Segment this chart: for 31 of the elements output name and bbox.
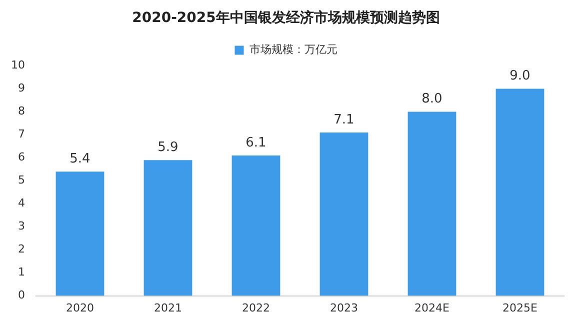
- y-tick-label: 6: [18, 150, 25, 164]
- data-label: 8.0: [422, 92, 442, 107]
- legend-label: 市场规模：万亿元: [249, 43, 338, 56]
- x-tick-label: 2024E: [414, 301, 450, 314]
- bar: [56, 172, 104, 296]
- data-label: 6.1: [246, 135, 266, 150]
- x-tick-label: 2025E: [502, 301, 538, 314]
- bar: [320, 132, 368, 296]
- y-tick-label: 8: [18, 104, 25, 118]
- y-tick-label: 1: [18, 266, 25, 279]
- y-tick-label: 5: [18, 174, 25, 187]
- data-label: 9.0: [510, 68, 530, 84]
- y-tick-label: 4: [18, 196, 25, 210]
- y-tick-label: 7: [18, 128, 25, 141]
- data-label: 5.9: [158, 140, 178, 155]
- x-tick-label: 2020: [66, 301, 94, 314]
- x-tick-label: 2022: [242, 301, 270, 314]
- y-tick-label: 2: [18, 242, 25, 256]
- y-tick-label: 3: [18, 220, 25, 233]
- bar: [144, 160, 192, 296]
- y-tick-label: 0: [18, 288, 25, 302]
- bar: [408, 112, 456, 296]
- x-tick-label: 2023: [330, 301, 358, 314]
- data-label: 5.4: [70, 151, 90, 166]
- bar: [496, 88, 544, 296]
- x-tick-label: 2021: [154, 301, 182, 314]
- y-tick-label: 10: [10, 58, 25, 72]
- bar: [232, 156, 280, 296]
- data-label: 7.1: [334, 112, 354, 128]
- chart-title: 2020-2025年中国银发经济市场规模预测趋势图: [132, 9, 440, 26]
- y-tick-label: 9: [18, 82, 25, 95]
